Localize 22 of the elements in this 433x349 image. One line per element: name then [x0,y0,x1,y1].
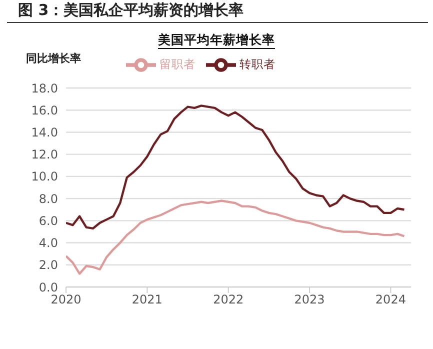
y-tick-label: 10.0 [31,170,58,184]
y-tick-label: 12.0 [31,148,58,162]
x-tick-label: 2022 [213,292,244,307]
chart-subtitle: 美国平均年薪增长率 [158,32,275,49]
x-tick-label: 2021 [132,292,162,307]
y-tick-label: 2.0 [38,258,58,272]
x-tick-label: 2020 [50,292,82,307]
y-tick-label: 0.0 [38,280,58,294]
y-tick-label: 6.0 [38,214,58,228]
line-series [66,104,406,230]
x-tick-label: 2024 [375,292,406,307]
y-tick-label: 4.0 [38,236,58,250]
chart-title: 图 3：美国私企平均薪资的增长率 [18,0,244,20]
y-tick-label: 8.0 [38,192,58,206]
y-axis-title: 同比增长率 [26,51,81,66]
legend-label: 留职者 [160,57,196,72]
y-tick-label: 16.0 [31,103,58,118]
legend-label: 转职者 [240,57,276,72]
line-series [66,200,406,275]
x-tick-label: 2023 [294,292,325,307]
y-tick-label: 18.0 [31,81,58,96]
y-tick-label: 14.0 [31,125,58,140]
